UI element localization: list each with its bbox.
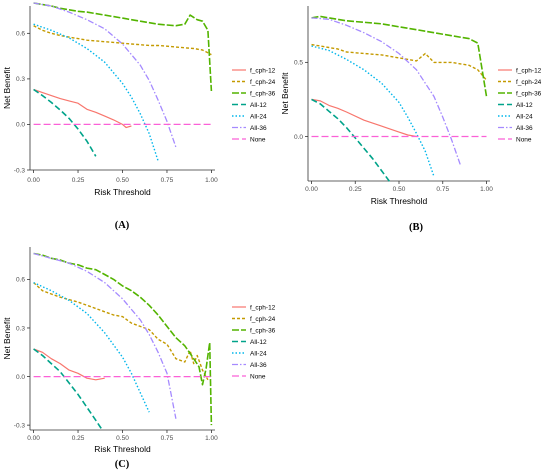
y-tick-label: 0.0 <box>294 134 303 141</box>
x-tick-label: 0.00 <box>27 435 40 442</box>
series-line-all-12 <box>33 88 97 157</box>
y-tick-label: 0.6 <box>16 31 25 38</box>
legend-label: f_cph-12 <box>250 304 276 311</box>
series-line-f-cph-36 <box>311 15 488 97</box>
series-line-all-24 <box>311 45 435 177</box>
y-axis-title: Net Benefit <box>2 66 12 109</box>
y-axis-title: Net Benefit <box>280 72 290 115</box>
x-tick-label: 0.75 <box>161 177 174 184</box>
y-tick-label: 0.0 <box>16 122 25 129</box>
legend-label: All-24 <box>516 113 533 120</box>
x-tick-label: 1.00 <box>205 435 218 442</box>
legend-label: f_cph-12 <box>250 67 276 74</box>
legend: f_cph-12 f_cph-24 f_cph-36 All-12 All-24 All-… <box>498 67 542 143</box>
legend-label: f_cph-36 <box>250 90 276 97</box>
series-line-f-cph-36 <box>33 252 213 426</box>
x-tick-label: 0.25 <box>349 186 362 193</box>
x-tick-label: 0.50 <box>116 435 129 442</box>
legend-label: All-12 <box>250 339 267 346</box>
legend-label: All-36 <box>516 125 533 132</box>
x-tick-label: 0.75 <box>161 435 174 442</box>
x-tick-label: 0.50 <box>116 177 129 184</box>
legend-label: None <box>250 373 266 380</box>
series-line-f-cph-12 <box>33 88 132 129</box>
legend-label: All-12 <box>250 102 267 109</box>
legend-label: None <box>516 136 532 143</box>
series-line-all-36 <box>311 17 461 165</box>
legend-label: All-36 <box>250 362 267 369</box>
y-axis-title: Net Benefit <box>2 317 12 360</box>
legend-label: f_cph-24 <box>250 79 276 86</box>
y-tick-label: 0.3 <box>16 76 25 83</box>
legend: f_cph-12 f_cph-24 f_cph-36 All-12 All-24 All-… <box>232 67 276 143</box>
x-tick-label: 0.50 <box>393 186 406 193</box>
series-line-all-24 <box>33 23 159 162</box>
legend-label: f_cph-24 <box>250 316 276 323</box>
series-line-all-12 <box>33 348 102 429</box>
panel-caption: (A) <box>115 220 130 231</box>
panel-a: 0.00 0.25 0.50 0.75 1.00 0.6 0.3 0.0 -0.3 Risk Th… <box>2 2 276 231</box>
y-tick-label: -0.3 <box>14 167 26 174</box>
x-tick-label: 1.00 <box>205 177 218 184</box>
panel-b: 0.00 0.25 0.50 0.75 1.00 0.5 0.0 Risk Threshold… <box>280 6 542 233</box>
series-line-all-12 <box>311 98 391 183</box>
panel-caption: (C) <box>115 459 130 470</box>
x-axis-title: Risk Threshold <box>94 444 151 454</box>
y-tick-label: -0.3 <box>14 422 26 429</box>
legend-label: All-12 <box>516 102 533 109</box>
x-tick-label: 0.75 <box>436 186 449 193</box>
series-line-all-24 <box>33 281 150 413</box>
legend: f_cph-12 f_cph-24 f_cph-36 All-12 All-24 All-… <box>232 304 276 380</box>
legend-label: All-36 <box>250 125 267 132</box>
y-tick-label: 0.0 <box>16 374 25 381</box>
series-line-all-36 <box>33 2 177 148</box>
series-line-f-cph-24 <box>33 25 212 56</box>
y-tick-label: 0.5 <box>294 60 303 67</box>
x-tick-label: 0.00 <box>305 186 318 193</box>
legend-label: None <box>250 136 266 143</box>
series-line-f-cph-24 <box>311 43 488 81</box>
series-line-all-36 <box>33 252 177 419</box>
series-line-f-cph-36 <box>33 2 213 92</box>
x-tick-label: 0.00 <box>27 177 40 184</box>
panel-caption: (B) <box>409 222 424 233</box>
series-line-f-cph-12 <box>311 98 417 138</box>
series-line-f-cph-12 <box>33 348 105 381</box>
series-line-f-cph-24 <box>33 282 209 381</box>
panel-c: 0.00 0.25 0.50 0.75 1.00 0.6 0.3 0.0 -0.3 Risk Th… <box>2 247 276 470</box>
legend-label: f_cph-36 <box>250 327 276 334</box>
x-tick-label: 0.25 <box>72 435 85 442</box>
legend-label: f_cph-24 <box>516 79 542 86</box>
legend-label: All-24 <box>250 350 267 357</box>
x-tick-label: 0.25 <box>72 177 85 184</box>
legend-label: All-24 <box>250 113 267 120</box>
x-axis-title: Risk Threshold <box>371 196 428 206</box>
y-tick-label: 0.6 <box>16 277 25 284</box>
legend-label: f_cph-36 <box>516 90 542 97</box>
y-tick-label: 0.3 <box>16 325 25 332</box>
legend-label: f_cph-12 <box>516 67 542 74</box>
x-tick-label: 1.00 <box>480 186 493 193</box>
x-axis-title: Risk Threshold <box>94 187 151 197</box>
